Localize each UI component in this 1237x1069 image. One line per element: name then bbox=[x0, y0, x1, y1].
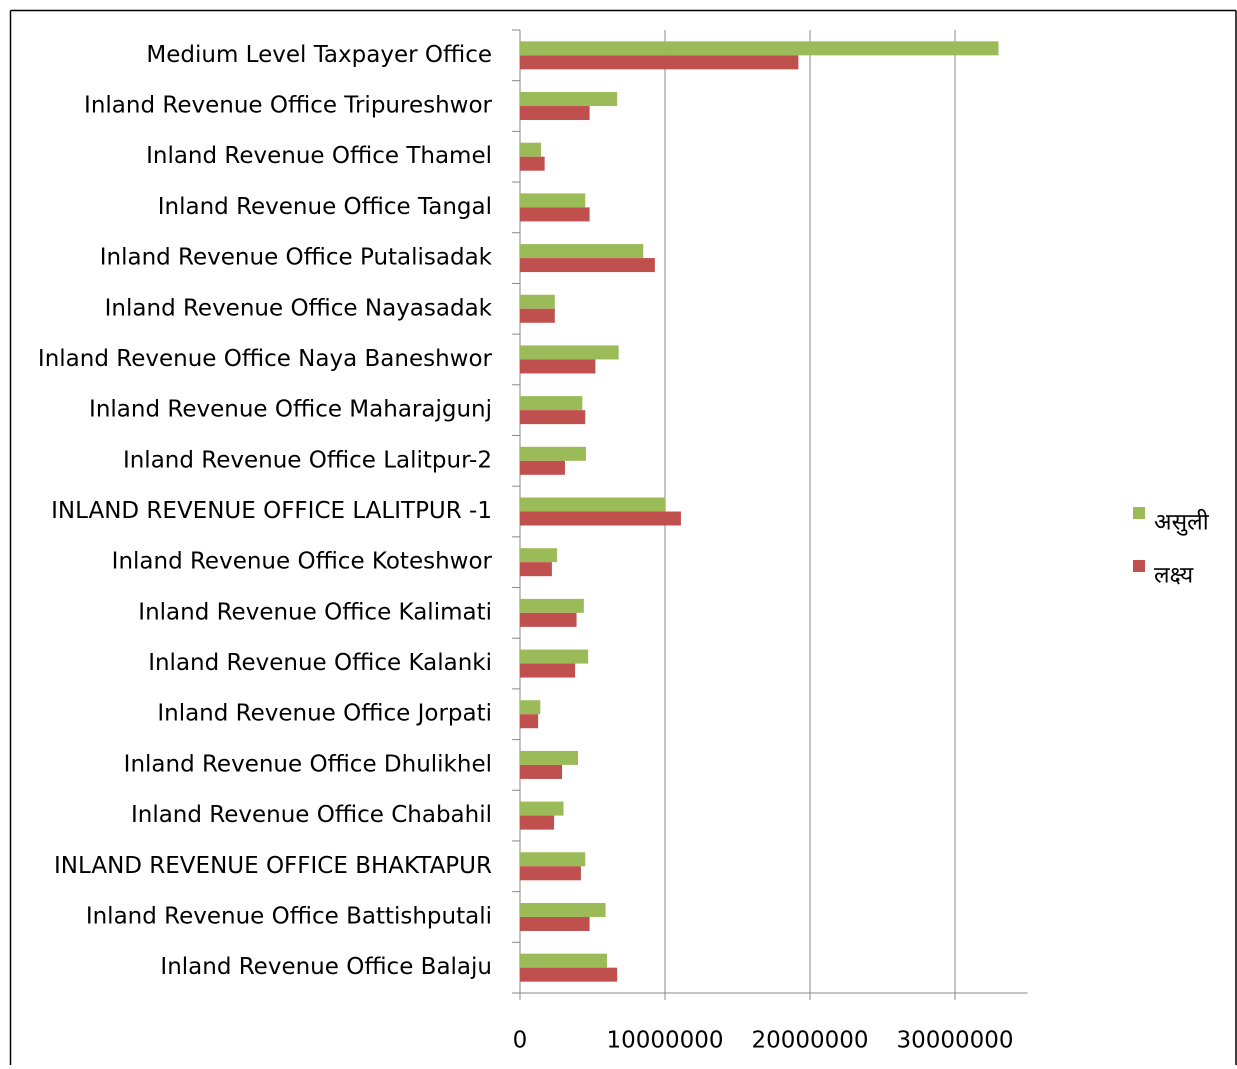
bar bbox=[520, 562, 552, 577]
y-tick-label: Inland Revenue Office Thamel bbox=[146, 143, 492, 169]
bar bbox=[520, 764, 563, 779]
bar bbox=[520, 106, 590, 121]
bar bbox=[520, 598, 584, 613]
y-tick-label: Inland Revenue Office Kalanki bbox=[148, 650, 492, 676]
bar bbox=[520, 852, 586, 867]
bar bbox=[520, 92, 618, 107]
y-tick-label: Inland Revenue Office Tangal bbox=[158, 194, 492, 220]
bar bbox=[520, 244, 644, 259]
bar bbox=[520, 967, 618, 982]
bar bbox=[520, 902, 606, 917]
y-tick-label: Inland Revenue Office Putalisadak bbox=[100, 245, 493, 271]
bar bbox=[520, 649, 589, 664]
bar bbox=[520, 801, 564, 816]
y-tick-label: Inland Revenue Office Naya Baneshwor bbox=[38, 346, 493, 372]
bar bbox=[520, 916, 590, 931]
y-tick-label: Inland Revenue Office Jorpati bbox=[157, 701, 492, 727]
bar bbox=[520, 258, 655, 273]
y-tick-label: Inland Revenue Office Lalitpur-2 bbox=[123, 447, 492, 473]
y-tick-label: INLAND REVENUE OFFICE BHAKTAPUR bbox=[54, 853, 492, 879]
bar bbox=[520, 663, 576, 678]
legend-swatch bbox=[1133, 507, 1145, 519]
y-tick-label: Inland Revenue Office Kalimati bbox=[138, 599, 492, 625]
bar bbox=[520, 866, 581, 881]
x-tick-label: 0 bbox=[513, 1028, 528, 1054]
y-tick-label: Inland Revenue Office Tripureshwor bbox=[84, 93, 492, 119]
bar bbox=[520, 294, 555, 309]
bar bbox=[520, 497, 665, 512]
bar bbox=[520, 359, 596, 374]
x-tick-label: 10000000 bbox=[606, 1028, 723, 1054]
bar bbox=[520, 156, 545, 171]
x-tick-label: 30000000 bbox=[896, 1028, 1013, 1054]
bar bbox=[520, 55, 799, 70]
x-tick-label: 20000000 bbox=[751, 1028, 868, 1054]
y-tick-label: Inland Revenue Office Nayasadak bbox=[105, 295, 493, 321]
bar bbox=[520, 612, 577, 627]
bar bbox=[520, 714, 539, 729]
y-tick-label: Inland Revenue Office Chabahil bbox=[131, 802, 492, 828]
legend-label: लक्ष्य bbox=[1154, 563, 1194, 589]
bar bbox=[520, 548, 557, 563]
y-tick-label: Inland Revenue Office Koteshwor bbox=[112, 549, 493, 575]
y-tick-label: Inland Revenue Office Maharajgunj bbox=[89, 397, 492, 423]
y-tick-label: Inland Revenue Office Dhulikhel bbox=[124, 751, 492, 777]
bar bbox=[520, 700, 541, 715]
bar bbox=[520, 446, 586, 461]
bar bbox=[520, 193, 586, 208]
bar bbox=[520, 41, 999, 56]
bar bbox=[520, 953, 607, 968]
y-tick-label: INLAND REVENUE OFFICE LALITPUR -1 bbox=[51, 498, 492, 524]
bar bbox=[520, 142, 542, 157]
y-tick-label: Medium Level Taxpayer Office bbox=[146, 42, 492, 68]
bar bbox=[520, 460, 565, 475]
bar bbox=[520, 410, 586, 425]
legend-swatch bbox=[1133, 560, 1145, 572]
bar bbox=[520, 396, 583, 411]
bar bbox=[520, 308, 555, 323]
bar bbox=[520, 207, 590, 222]
y-tick-label: Inland Revenue Office Battishputali bbox=[86, 903, 492, 929]
bar bbox=[520, 815, 555, 830]
y-tick-label: Inland Revenue Office Balaju bbox=[160, 954, 492, 980]
bar bbox=[520, 511, 681, 526]
bar bbox=[520, 345, 619, 360]
bar bbox=[520, 750, 578, 765]
legend-label: असुली bbox=[1154, 509, 1210, 537]
